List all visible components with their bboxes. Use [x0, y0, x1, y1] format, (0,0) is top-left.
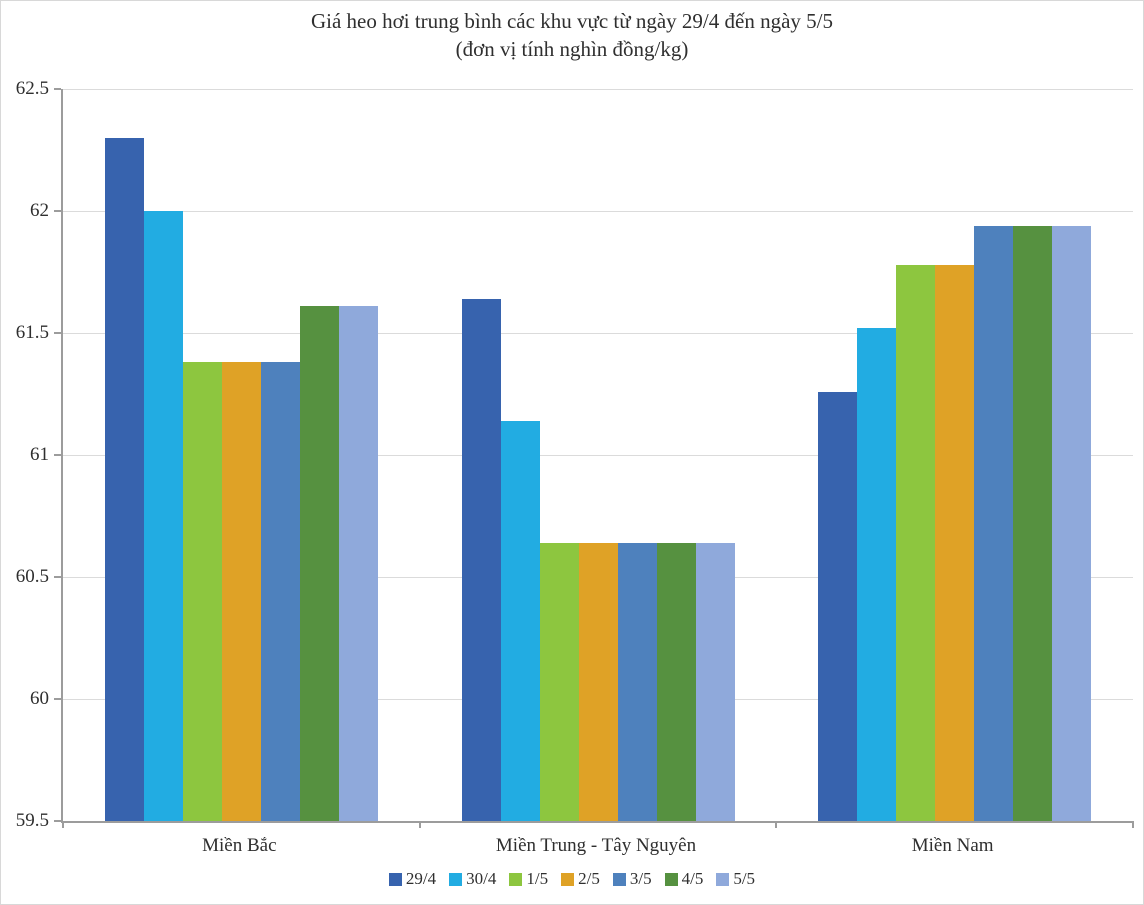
y-axis-tick: [54, 820, 61, 822]
legend-item: 5/5: [716, 869, 755, 889]
bar: [578, 542, 618, 821]
legend-item: 29/4: [388, 869, 437, 889]
x-axis-label: Miền Bắc: [202, 835, 277, 856]
legend-label: 3/5: [629, 869, 652, 888]
plot-area: [54, 88, 1134, 828]
gridline: [63, 88, 1133, 90]
bar: [221, 362, 261, 821]
legend-label: 30/4: [466, 869, 497, 888]
y-axis-label: 59.5: [15, 810, 49, 831]
legend-swatch: [561, 872, 575, 886]
bar: [974, 225, 1014, 821]
legend-label: 5/5: [733, 869, 756, 888]
y-axis-tick: [54, 454, 61, 456]
y-axis-label: 61.5: [15, 322, 49, 343]
y-axis-label: 60.5: [15, 566, 49, 587]
x-axis-label: Miền Nam: [911, 835, 994, 856]
chart-title-block: Giá heo hơi trung bình các khu vực từ ng…: [1, 7, 1143, 63]
bar: [656, 542, 696, 821]
y-axis-tick: [54, 88, 61, 90]
bar: [539, 542, 579, 821]
bar: [500, 420, 540, 821]
gridline: [63, 332, 1133, 334]
bar: [260, 362, 300, 821]
legend-swatch: [509, 872, 523, 886]
y-axis-tick: [54, 210, 61, 212]
y-axis-tick: [54, 576, 61, 578]
legend-label: 1/5: [526, 869, 549, 888]
x-axis-label: Miền Trung - Tây Nguyên: [495, 835, 697, 856]
gridline: [63, 454, 1133, 456]
legend-label: 2/5: [578, 869, 600, 888]
y-axis-tick: [54, 698, 61, 700]
legend-swatch: [388, 872, 402, 886]
legend-swatch: [612, 872, 626, 886]
legend-item: 2/5: [561, 869, 600, 889]
chart-subtitle: (đơn vị tính nghìn đồng/kg): [455, 37, 689, 61]
x-axis-tick: [775, 821, 778, 828]
bar: [143, 211, 183, 821]
x-axis-tick: [62, 821, 64, 828]
bar: [338, 306, 378, 821]
y-axis-label: 62: [30, 200, 49, 221]
y-axis-label: 60: [30, 688, 49, 709]
chart-title: Giá heo hơi trung bình các khu vực từ ng…: [310, 9, 833, 33]
legend-swatch: [716, 872, 730, 886]
bar: [1052, 225, 1092, 821]
bar: [617, 542, 657, 821]
bar: [461, 298, 501, 821]
y-axis-label: 62.5: [15, 78, 49, 99]
x-axis-tick: [418, 821, 421, 828]
bar: [299, 306, 339, 821]
y-axis-label: 61: [30, 444, 49, 465]
legend-item: 4/5: [664, 869, 704, 889]
legend-swatch: [664, 872, 678, 886]
bar: [935, 264, 975, 821]
y-axis-tick: [54, 332, 61, 334]
bar: [857, 328, 897, 821]
legend: 29/4 30/4 1/5 2/5 3/5 4/5 5/5: [1, 869, 1143, 889]
legend-label: 29/4: [405, 869, 437, 888]
legend-item: 1/5: [509, 869, 548, 889]
legend-swatch: [449, 872, 463, 886]
bar: [1013, 225, 1053, 821]
bar: [818, 391, 858, 821]
bar: [896, 264, 936, 821]
bar: [104, 137, 144, 821]
bar: [695, 542, 735, 821]
x-axis-tick: [1132, 821, 1134, 828]
gridline: [63, 210, 1133, 212]
legend-label: 4/5: [681, 869, 704, 888]
bar: [182, 362, 222, 821]
legend-item: 3/5: [612, 869, 652, 889]
legend-item: 30/4: [449, 869, 496, 889]
